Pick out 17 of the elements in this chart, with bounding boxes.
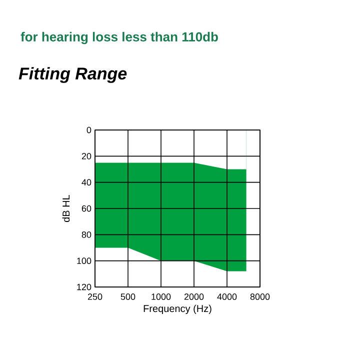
y-tick-label: 80 — [82, 231, 92, 238]
y-axis-title: dB HL — [62, 194, 70, 222]
x-tick-label: 1000 — [152, 294, 171, 300]
chart-subtitle: for hearing loss less than 110db — [20, 32, 218, 44]
x-tick-label: 500 — [120, 294, 136, 300]
chart-title: Fitting Range — [18, 67, 127, 83]
y-tick-label: 20 — [82, 152, 92, 160]
x-tick-label: 4000 — [217, 294, 237, 300]
x-tick-label: 2000 — [184, 294, 204, 300]
y-tick-label: 60 — [82, 205, 92, 212]
x-axis-title: Frequency (Hz) — [144, 304, 212, 314]
y-tick-label: 0 — [86, 126, 92, 134]
x-tick-label: 250 — [88, 294, 102, 300]
y-tick-label: 100 — [77, 258, 92, 264]
y-tick-label: 120 — [77, 284, 92, 290]
y-tick-label: 40 — [82, 179, 92, 186]
x-tick-label: 8000 — [250, 294, 270, 300]
